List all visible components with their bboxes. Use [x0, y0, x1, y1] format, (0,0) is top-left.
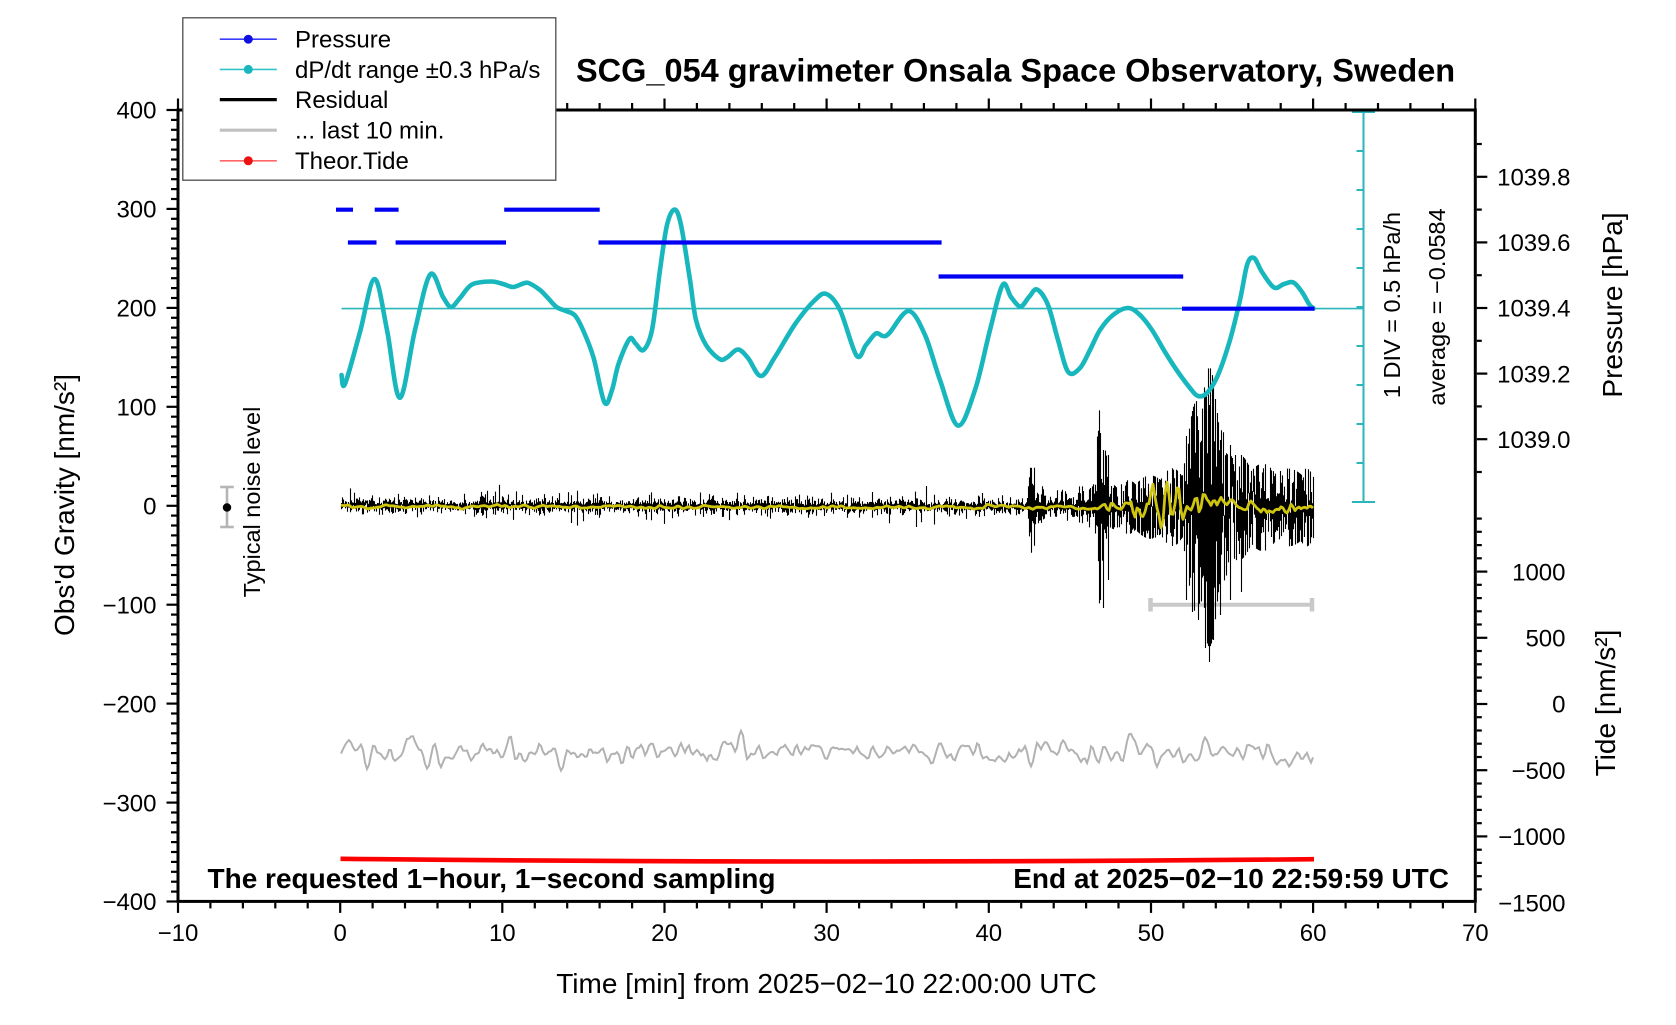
svg-text:1039.0: 1039.0: [1497, 427, 1570, 454]
svg-text:−400: −400: [102, 889, 156, 916]
svg-text:30: 30: [813, 920, 840, 947]
svg-text:0: 0: [1552, 692, 1565, 719]
svg-text:70: 70: [1462, 920, 1489, 947]
svg-text:End at 2025−02−10 22:59:59 UTC: End at 2025−02−10 22:59:59 UTC: [1013, 863, 1449, 894]
svg-text:Tide [nm/s²]: Tide [nm/s²]: [1590, 630, 1621, 777]
svg-text:100: 100: [116, 395, 156, 422]
svg-text:dP/dt range ±0.3 hPa/s: dP/dt range ±0.3 hPa/s: [295, 57, 540, 84]
svg-text:1000: 1000: [1512, 559, 1565, 586]
svg-text:1039.2: 1039.2: [1497, 361, 1570, 388]
svg-text:10: 10: [489, 920, 516, 947]
svg-text:−100: −100: [102, 592, 156, 619]
svg-text:0: 0: [143, 494, 156, 521]
svg-text:50: 50: [1138, 920, 1165, 947]
svg-text:300: 300: [116, 197, 156, 224]
svg-text:60: 60: [1300, 920, 1327, 947]
svg-text:Pressure: Pressure: [295, 27, 391, 54]
svg-text:SCG_054 gravimeter Onsala Spac: SCG_054 gravimeter Onsala Space Observat…: [576, 53, 1455, 89]
svg-text:Pressure [hPa]: Pressure [hPa]: [1597, 212, 1628, 397]
svg-text:−200: −200: [102, 691, 156, 718]
svg-text:Typical noise level: Typical noise level: [239, 407, 265, 598]
svg-text:1039.4: 1039.4: [1497, 296, 1570, 323]
svg-text:−10: −10: [158, 920, 199, 947]
svg-text:Obs'd Gravity [nm/s²]: Obs'd Gravity [nm/s²]: [49, 374, 80, 636]
svg-text:−1000: −1000: [1498, 824, 1565, 851]
svg-text:20: 20: [651, 920, 678, 947]
svg-text:The requested 1−hour, 1−second: The requested 1−hour, 1−second sampling: [208, 863, 776, 894]
svg-text:−1500: −1500: [1498, 890, 1565, 917]
svg-text:40: 40: [975, 920, 1002, 947]
svg-text:Time [min] from 2025−02−10 22:: Time [min] from 2025−02−10 22:00:00 UTC: [556, 968, 1097, 999]
svg-text:−500: −500: [1511, 758, 1565, 785]
svg-text:1039.8: 1039.8: [1497, 165, 1570, 192]
svg-text:1039.6: 1039.6: [1497, 230, 1570, 257]
svg-text:500: 500: [1525, 626, 1565, 653]
svg-text:0: 0: [334, 920, 347, 947]
svg-text:400: 400: [116, 98, 156, 125]
svg-text:200: 200: [116, 296, 156, 323]
svg-text:average = −0.0584: average = −0.0584: [1424, 208, 1450, 405]
svg-text:−300: −300: [102, 790, 156, 817]
svg-text:1 DIV = 0.5 hPa/h: 1 DIV = 0.5 hPa/h: [1379, 212, 1405, 398]
svg-text:... last 10 min.: ... last 10 min.: [295, 118, 444, 145]
svg-text:Residual: Residual: [295, 87, 388, 114]
svg-text:Theor.Tide: Theor.Tide: [295, 148, 409, 175]
